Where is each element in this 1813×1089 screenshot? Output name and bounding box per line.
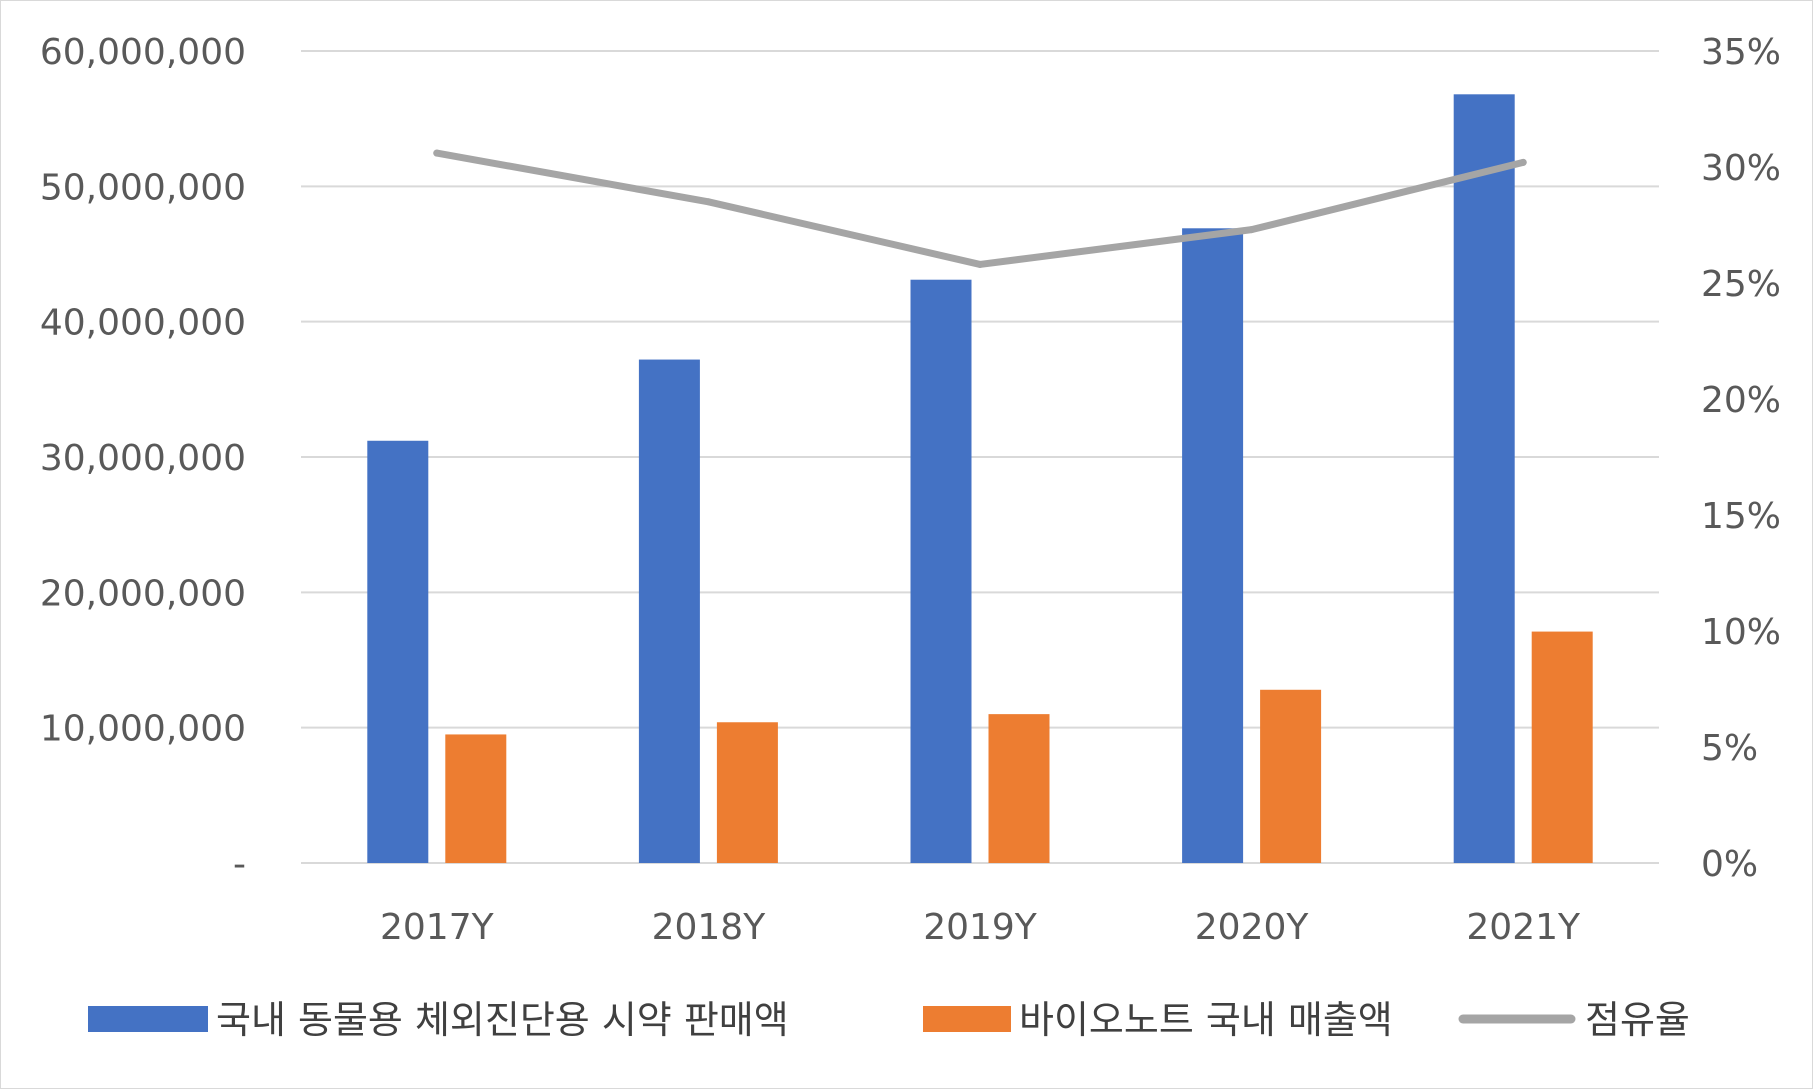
left-tick-label: - — [233, 844, 246, 885]
x-tick-label: 2018Y — [652, 907, 767, 948]
bar-market-2019Y — [910, 279, 972, 863]
left-axis-ticks: - 10,000,000 20,000,000 30,000,000 40,000,00… — [40, 32, 246, 885]
right-tick-label: 25% — [1701, 264, 1781, 305]
share-line-path — [433, 149, 1527, 268]
x-tick-label: 2020Y — [1195, 907, 1310, 948]
share-point-2021Y — [1519, 158, 1527, 166]
legend-label: 국내 동물용 체외진단용 시약 판매액 — [216, 998, 789, 1042]
share-point-2018Y — [704, 198, 712, 206]
right-axis-ticks: 0% 5% 10% 15% 20% 25% 30% 35% — [1701, 32, 1781, 885]
bar-bionote-2021Y — [1531, 631, 1593, 863]
right-tick-label: 0% — [1701, 844, 1758, 885]
x-tick-label: 2021Y — [1466, 907, 1581, 948]
left-tick-label: 30,000,000 — [40, 438, 246, 479]
legend-label: 바이오노트 국내 매출액 — [1019, 998, 1393, 1042]
gridlines — [301, 50, 1659, 864]
share-point-2020Y — [1248, 226, 1256, 234]
right-tick-label: 10% — [1701, 612, 1781, 653]
bar-bionote-2019Y — [988, 714, 1050, 863]
legend-label: 점유율 — [1585, 998, 1690, 1042]
x-tick-label: 2019Y — [923, 907, 1038, 948]
bar-bionote-2020Y — [1260, 689, 1322, 863]
left-tick-label: 50,000,000 — [40, 167, 246, 208]
share-point-2017Y — [433, 149, 441, 157]
left-tick-label: 10,000,000 — [40, 709, 246, 750]
right-tick-label: 15% — [1701, 496, 1781, 537]
legend-swatch — [88, 1006, 208, 1032]
right-tick-label: 20% — [1701, 380, 1781, 421]
bar-bionote-2017Y — [445, 734, 507, 863]
bars — [367, 94, 1593, 864]
left-tick-label: 60,000,000 — [40, 32, 246, 73]
x-tick-label: 2017Y — [380, 907, 495, 948]
bar-market-2018Y — [638, 359, 700, 863]
legend-swatch — [923, 1006, 1011, 1032]
right-tick-label: 35% — [1701, 32, 1781, 73]
right-tick-label: 30% — [1701, 148, 1781, 189]
x-axis-ticks: 2017Y 2018Y 2019Y 2020Y 2021Y — [380, 907, 1581, 948]
share-line — [433, 149, 1527, 268]
bar-bionote-2018Y — [716, 722, 778, 863]
bar-market-2017Y — [367, 440, 429, 863]
left-tick-label: 20,000,000 — [40, 573, 246, 614]
right-tick-label: 5% — [1701, 728, 1758, 769]
bar-market-2020Y — [1182, 228, 1244, 863]
legend: 국내 동물용 체외진단용 시약 판매액 바이오노트 국내 매출액 점유율 — [88, 998, 1690, 1042]
share-point-2019Y — [976, 260, 984, 268]
left-tick-label: 40,000,000 — [40, 303, 246, 344]
bar-market-2021Y — [1453, 94, 1515, 864]
